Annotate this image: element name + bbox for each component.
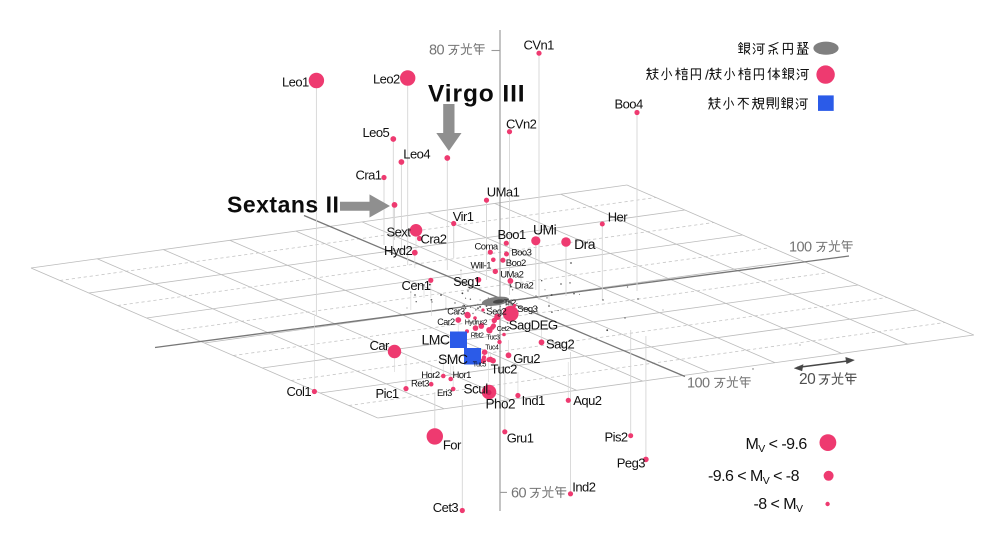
svg-text:Gru1: Gru1 [507, 431, 534, 446]
svg-text:Car3: Car3 [447, 306, 465, 316]
svg-text:Car: Car [370, 338, 391, 353]
svg-text:Boo2: Boo2 [506, 258, 526, 269]
svg-text:Seg1: Seg1 [453, 275, 481, 289]
svg-text:Her: Her [608, 210, 629, 225]
svg-text:Seg2: Seg2 [486, 307, 506, 318]
svg-text:Coma: Coma [475, 242, 499, 253]
svg-text:100: 100 [789, 240, 812, 256]
svg-text:LMC: LMC [422, 332, 450, 348]
svg-text:20: 20 [799, 371, 816, 388]
svg-text:SMC: SMC [438, 351, 468, 367]
svg-text:Sext: Sext [387, 225, 412, 240]
svg-text:Tuc3: Tuc3 [486, 334, 500, 341]
svg-text:Cet3: Cet3 [433, 500, 459, 515]
svg-text:UMa1: UMa1 [487, 185, 520, 200]
svg-text:CVn1: CVn1 [524, 38, 555, 53]
svg-text:UMi: UMi [533, 222, 557, 238]
svg-text:Sag2: Sag2 [546, 337, 574, 352]
svg-text:Tuc2: Tuc2 [491, 362, 518, 377]
svg-text:Vir1: Vir1 [453, 209, 474, 224]
svg-text:Pis2: Pis2 [605, 430, 628, 445]
svg-text:Leo4: Leo4 [403, 147, 430, 162]
svg-text:Eri3: Eri3 [437, 388, 452, 399]
svg-text:Cen1: Cen1 [402, 278, 431, 293]
svg-text:Sextans II: Sextans II [227, 192, 339, 218]
svg-text:Hor2: Hor2 [421, 370, 440, 381]
svg-text:Scul: Scul [464, 382, 489, 397]
svg-text:Ret2: Ret2 [471, 332, 484, 339]
svg-text:Tuc5: Tuc5 [473, 362, 487, 369]
svg-text:Leo5: Leo5 [363, 125, 390, 140]
svg-text:MV < -9.6: MV < -9.6 [746, 436, 808, 455]
svg-text:CVn2: CVn2 [506, 117, 537, 132]
svg-text:Aqu2: Aqu2 [573, 393, 601, 408]
svg-text:Cra2: Cra2 [421, 232, 447, 247]
svg-text:Virgo III: Virgo III [428, 81, 526, 108]
svg-text:Gru2: Gru2 [513, 351, 540, 366]
svg-text:Leo1: Leo1 [282, 75, 309, 90]
svg-text:SagDEG: SagDEG [509, 318, 558, 333]
svg-text:Seg3: Seg3 [517, 304, 537, 315]
svg-text:80: 80 [429, 43, 445, 59]
svg-text:Boo3: Boo3 [511, 247, 531, 258]
svg-text:Leo2: Leo2 [373, 72, 400, 87]
svg-text:Cra1: Cra1 [356, 168, 382, 183]
svg-text:Pho2: Pho2 [486, 397, 516, 412]
svg-text:Car2: Car2 [437, 317, 455, 327]
svg-text:Hyd2: Hyd2 [384, 243, 412, 258]
svg-text:Dra: Dra [574, 236, 596, 252]
svg-text:Tuc4: Tuc4 [485, 344, 499, 351]
svg-text:Col1: Col1 [287, 384, 312, 399]
svg-text:-8 < MV: -8 < MV [754, 496, 804, 515]
svg-text:UMa2: UMa2 [500, 270, 523, 281]
svg-text:-9.6 < MV < -8: -9.6 < MV < -8 [708, 468, 800, 487]
svg-text:Boo1: Boo1 [498, 227, 526, 242]
svg-text:Will-1: Will-1 [471, 261, 492, 272]
svg-text:Ind2: Ind2 [572, 480, 595, 495]
svg-text:Hor1: Hor1 [453, 370, 472, 381]
svg-text:/: / [705, 67, 709, 83]
svg-text:Hydrus2: Hydrus2 [465, 319, 488, 326]
svg-text:Pic1: Pic1 [376, 386, 399, 401]
svg-text:Dra2: Dra2 [515, 281, 534, 292]
svg-text:Cet2: Cet2 [497, 326, 510, 333]
svg-text:100: 100 [687, 376, 710, 392]
svg-text:Peg3: Peg3 [617, 456, 645, 471]
svg-text:Ret3: Ret3 [411, 379, 429, 390]
svg-text:Ind1: Ind1 [522, 393, 545, 408]
svg-text:Boo4: Boo4 [615, 97, 643, 112]
svg-text:60: 60 [511, 486, 527, 502]
svg-text:For: For [443, 438, 462, 453]
svg-text:Tri2: Tri2 [504, 298, 517, 308]
